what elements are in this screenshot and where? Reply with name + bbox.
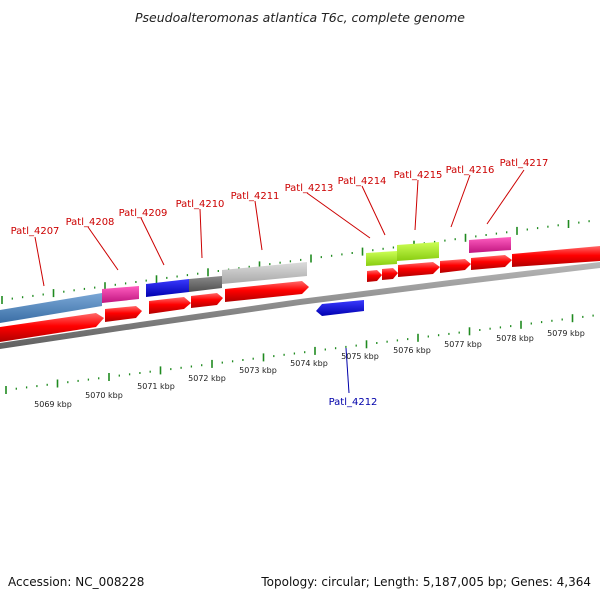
leader-line-patl-4213 bbox=[306, 192, 371, 239]
gene-label-patl-4215[interactable]: Patl_4215 bbox=[394, 170, 443, 181]
leader-line-patl-4209 bbox=[140, 217, 165, 266]
genome-backbone bbox=[0, 262, 600, 349]
cds-arrow-patl-4213[interactable] bbox=[367, 270, 382, 282]
cds-arrow-patl-4215[interactable] bbox=[398, 262, 440, 277]
feature-bar-patl-4208[interactable] bbox=[102, 286, 139, 303]
cds-arrow-patl-4216[interactable] bbox=[440, 259, 471, 273]
gene-label-patl-4208[interactable]: Patl_4208 bbox=[66, 217, 115, 228]
cds-arrow-patl-4218[interactable] bbox=[512, 246, 600, 267]
scale-label: 5072 kbp bbox=[188, 374, 226, 383]
leader-line-patl-4207 bbox=[34, 236, 45, 287]
gene-label-patl-4211[interactable]: Patl_4211 bbox=[231, 191, 280, 202]
cds-arrow-patl-4217[interactable] bbox=[471, 255, 512, 270]
gene-label-patl-4210[interactable]: Patl_4210 bbox=[176, 199, 225, 210]
feature-track bbox=[0, 237, 511, 323]
gene-label-patl-4212[interactable]: Patl_4212 bbox=[329, 397, 378, 408]
leader-line-patl-4208 bbox=[87, 226, 119, 271]
leader-line-patl-4211 bbox=[254, 200, 263, 251]
gene-label-patl-4214[interactable]: Patl_4214 bbox=[338, 176, 387, 187]
cds-arrow-patl-4207[interactable] bbox=[0, 313, 104, 342]
feature-bar-patl-4217[interactable] bbox=[469, 237, 511, 253]
scale-label: 5077 kbp bbox=[444, 340, 482, 349]
leader-line-patl-4212 bbox=[345, 347, 350, 394]
feature-bar-patl-4207[interactable] bbox=[0, 293, 102, 323]
gene-labels: Patl_4207 Patl_4208 Patl_4209 Patl_4210 … bbox=[11, 158, 549, 237]
accession-text: Accession: NC_008228 bbox=[8, 575, 144, 589]
cds-arrow-patl-4208[interactable] bbox=[105, 306, 142, 322]
leader-line-patl-4214 bbox=[361, 185, 386, 236]
gene-label-patl-4213[interactable]: Patl_4213 bbox=[285, 183, 334, 194]
cds-arrow-patl-4210[interactable] bbox=[191, 293, 223, 308]
feature-bar-patl-4215[interactable] bbox=[397, 242, 439, 261]
cds-arrow-patl-4211[interactable] bbox=[225, 281, 309, 302]
feature-bar-patl-4209[interactable] bbox=[146, 279, 189, 297]
cds-arrow-patl-4209[interactable] bbox=[149, 297, 191, 314]
feature-bar-patl-4214[interactable] bbox=[366, 251, 397, 266]
scale-label: 5070 kbp bbox=[85, 391, 123, 400]
cds-track-forward bbox=[0, 246, 600, 342]
scale-label: 5069 kbp bbox=[34, 400, 72, 409]
cds-arrow-patl-4212[interactable] bbox=[316, 300, 364, 316]
leader-line-patl-4217 bbox=[486, 169, 525, 225]
scale-label: 5079 kbp bbox=[547, 329, 585, 338]
scale-label: 5071 kbp bbox=[137, 382, 175, 391]
gene-label-patl-4217[interactable]: Patl_4217 bbox=[500, 158, 549, 169]
gene-label-patl-4216[interactable]: Patl_4216 bbox=[446, 165, 495, 176]
genome-summary-text: Topology: circular; Length: 5,187,005 bp… bbox=[260, 575, 591, 589]
gene-label-patl-4209[interactable]: Patl_4209 bbox=[119, 208, 168, 219]
scale-label: 5073 kbp bbox=[239, 366, 277, 375]
cds-arrow-patl-4214[interactable] bbox=[382, 268, 398, 280]
scale-label: 5075 kbp bbox=[341, 352, 379, 361]
feature-bar-patl-4210[interactable] bbox=[189, 276, 222, 292]
map-title: Pseudoalteromonas atlantica T6c, complet… bbox=[135, 10, 465, 25]
scale-label: 5076 kbp bbox=[393, 346, 431, 355]
scale-label: 5074 kbp bbox=[290, 359, 328, 368]
leader-line-patl-4210 bbox=[199, 208, 203, 259]
scale-label: 5078 kbp bbox=[496, 334, 534, 343]
label-leader-lines bbox=[34, 169, 525, 287]
leader-line-patl-4216 bbox=[450, 174, 471, 228]
scale-labels: 5069 kbp 5070 kbp 5071 kbp 5072 kbp 5073… bbox=[34, 329, 585, 409]
feature-bar-patl-4211[interactable] bbox=[222, 262, 307, 284]
leader-line-patl-4215 bbox=[414, 179, 419, 231]
lower-tick-track bbox=[5, 314, 594, 394]
gene-label-patl-4207[interactable]: Patl_4207 bbox=[11, 226, 60, 237]
